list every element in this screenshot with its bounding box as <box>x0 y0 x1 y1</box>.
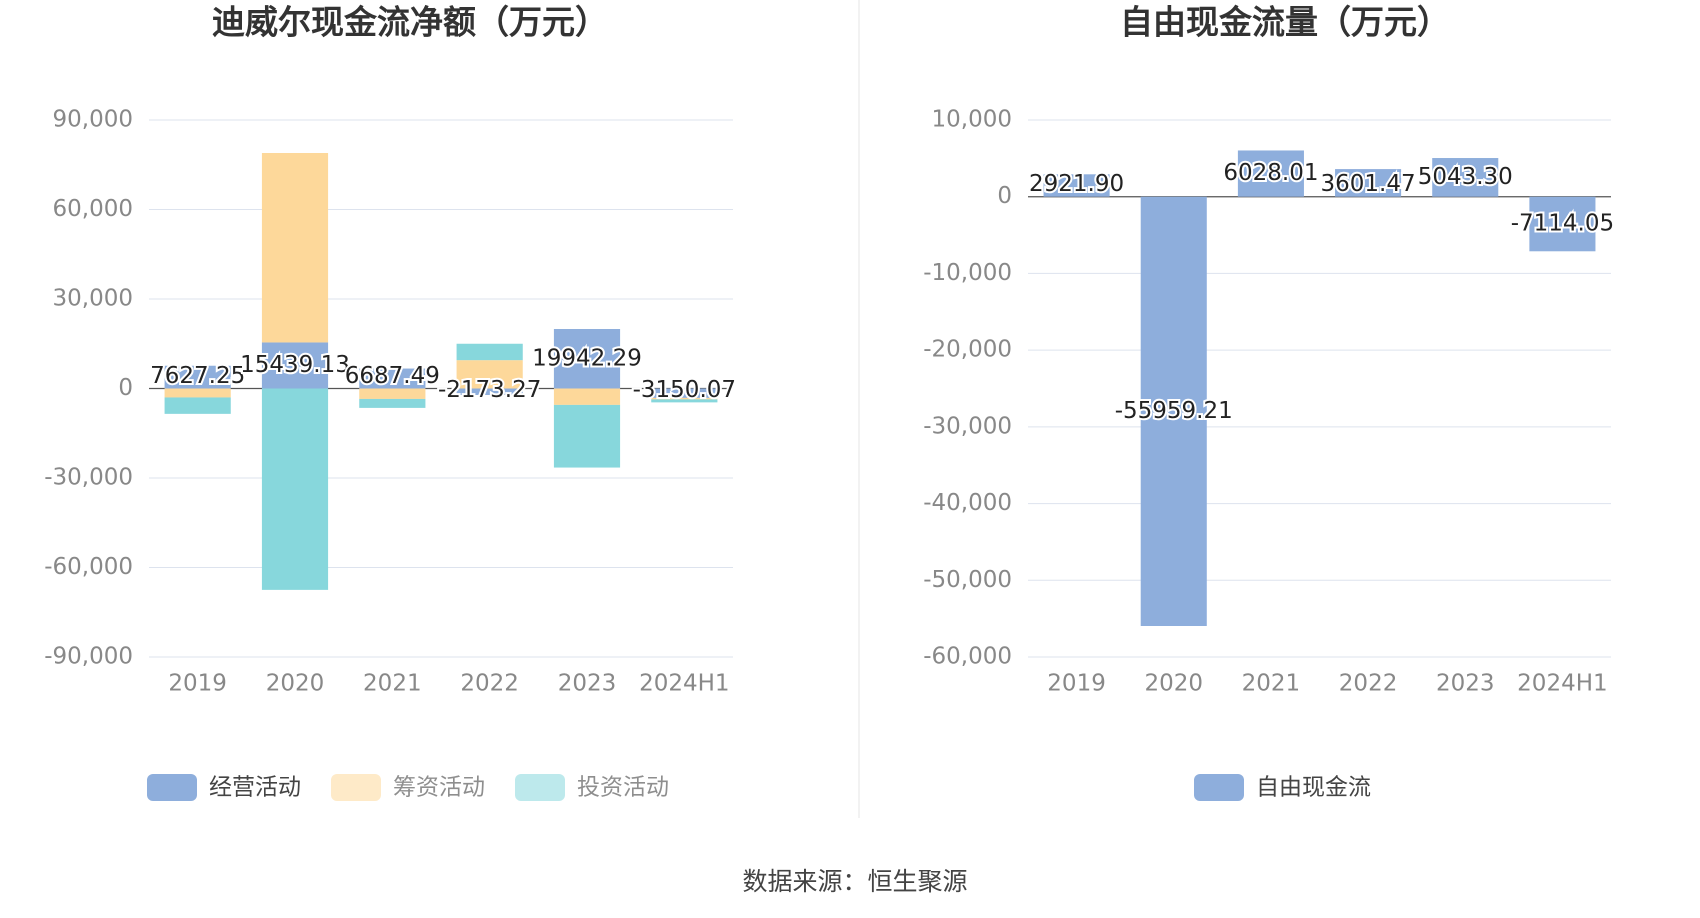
value-label: -3150.07 <box>633 377 736 403</box>
x-tick-label: 2024H1 <box>639 671 729 697</box>
x-tick-label: 2020 <box>266 671 325 697</box>
bar <box>359 398 426 408</box>
y-tick-label: 10,000 <box>932 107 1012 133</box>
bar <box>651 397 718 400</box>
value-label: -55959.21 <box>1115 398 1233 424</box>
bar <box>553 329 621 389</box>
y-tick-label: -10,000 <box>923 260 1012 286</box>
x-tick-label: 2020 <box>1144 671 1203 697</box>
value-label: 7627.25 <box>150 363 245 389</box>
value-label: 2921.90 <box>1029 171 1124 197</box>
value-label: 15439.13 <box>240 352 350 378</box>
legend-swatch <box>1194 774 1244 801</box>
bar <box>261 342 329 389</box>
value-label: -7114.05 <box>1511 211 1614 237</box>
y-tick-label: -60,000 <box>44 554 133 580</box>
x-tick-label: 2022 <box>1339 671 1398 697</box>
bar <box>456 343 523 361</box>
y-tick-label: -90,000 <box>44 644 133 670</box>
chart-title: 自由现金流量（万元） <box>1120 3 1450 42</box>
bar <box>651 399 718 403</box>
bar <box>164 365 231 389</box>
y-tick-label: -20,000 <box>923 337 1012 363</box>
bar <box>1335 169 1402 197</box>
bar <box>1432 158 1499 197</box>
legend-swatch <box>515 774 565 801</box>
bar <box>456 360 523 389</box>
x-tick-label: 2024H1 <box>1517 671 1607 697</box>
legend-label: 筹资活动 <box>393 775 485 801</box>
y-tick-label: 0 <box>997 183 1012 209</box>
value-label: 5043.30 <box>1418 164 1513 190</box>
bar <box>553 404 621 468</box>
y-tick-label: 90,000 <box>53 107 133 133</box>
y-tick-label: -30,000 <box>923 413 1012 439</box>
value-label: -2173.27 <box>438 377 541 403</box>
x-tick-label: 2021 <box>363 671 422 697</box>
bar <box>1529 196 1596 252</box>
bar <box>553 388 621 405</box>
bar <box>261 388 329 590</box>
bar <box>261 152 329 343</box>
y-tick-label: -40,000 <box>923 490 1012 516</box>
value-label: 6028.01 <box>1223 160 1318 186</box>
legend-label: 经营活动 <box>209 775 301 801</box>
legend-swatch <box>331 774 381 801</box>
x-tick-label: 2019 <box>1047 671 1106 697</box>
x-tick-label: 2022 <box>460 671 519 697</box>
x-tick-label: 2021 <box>1242 671 1301 697</box>
y-tick-label: -50,000 <box>923 567 1012 593</box>
y-tick-label: -30,000 <box>44 465 133 491</box>
x-tick-label: 2023 <box>1436 671 1495 697</box>
legend-label: 投资活动 <box>577 775 669 801</box>
x-tick-label: 2023 <box>558 671 617 697</box>
bar <box>651 388 718 398</box>
bar <box>359 368 426 389</box>
bar <box>1043 174 1110 197</box>
source: 数据来源：恒生聚源 <box>742 867 967 896</box>
value-label: 19942.29 <box>532 345 642 371</box>
bar <box>359 388 426 399</box>
value-label: 3601.47 <box>1321 171 1416 197</box>
bar <box>456 388 523 395</box>
y-tick-label: 30,000 <box>53 286 133 312</box>
chart-title: 迪威尔现金流净额（万元） <box>212 3 608 42</box>
legend-label: 自由现金流 <box>1256 775 1371 801</box>
bar <box>1140 196 1207 627</box>
value-label: 6687.49 <box>345 363 440 389</box>
bar <box>164 388 231 398</box>
y-tick-label: -60,000 <box>923 644 1012 670</box>
bar <box>164 397 231 414</box>
bar <box>1237 150 1304 197</box>
y-tick-label: 0 <box>118 375 133 401</box>
legend-swatch <box>147 774 197 801</box>
y-tick-label: 60,000 <box>53 196 133 222</box>
x-tick-label: 2019 <box>168 671 227 697</box>
